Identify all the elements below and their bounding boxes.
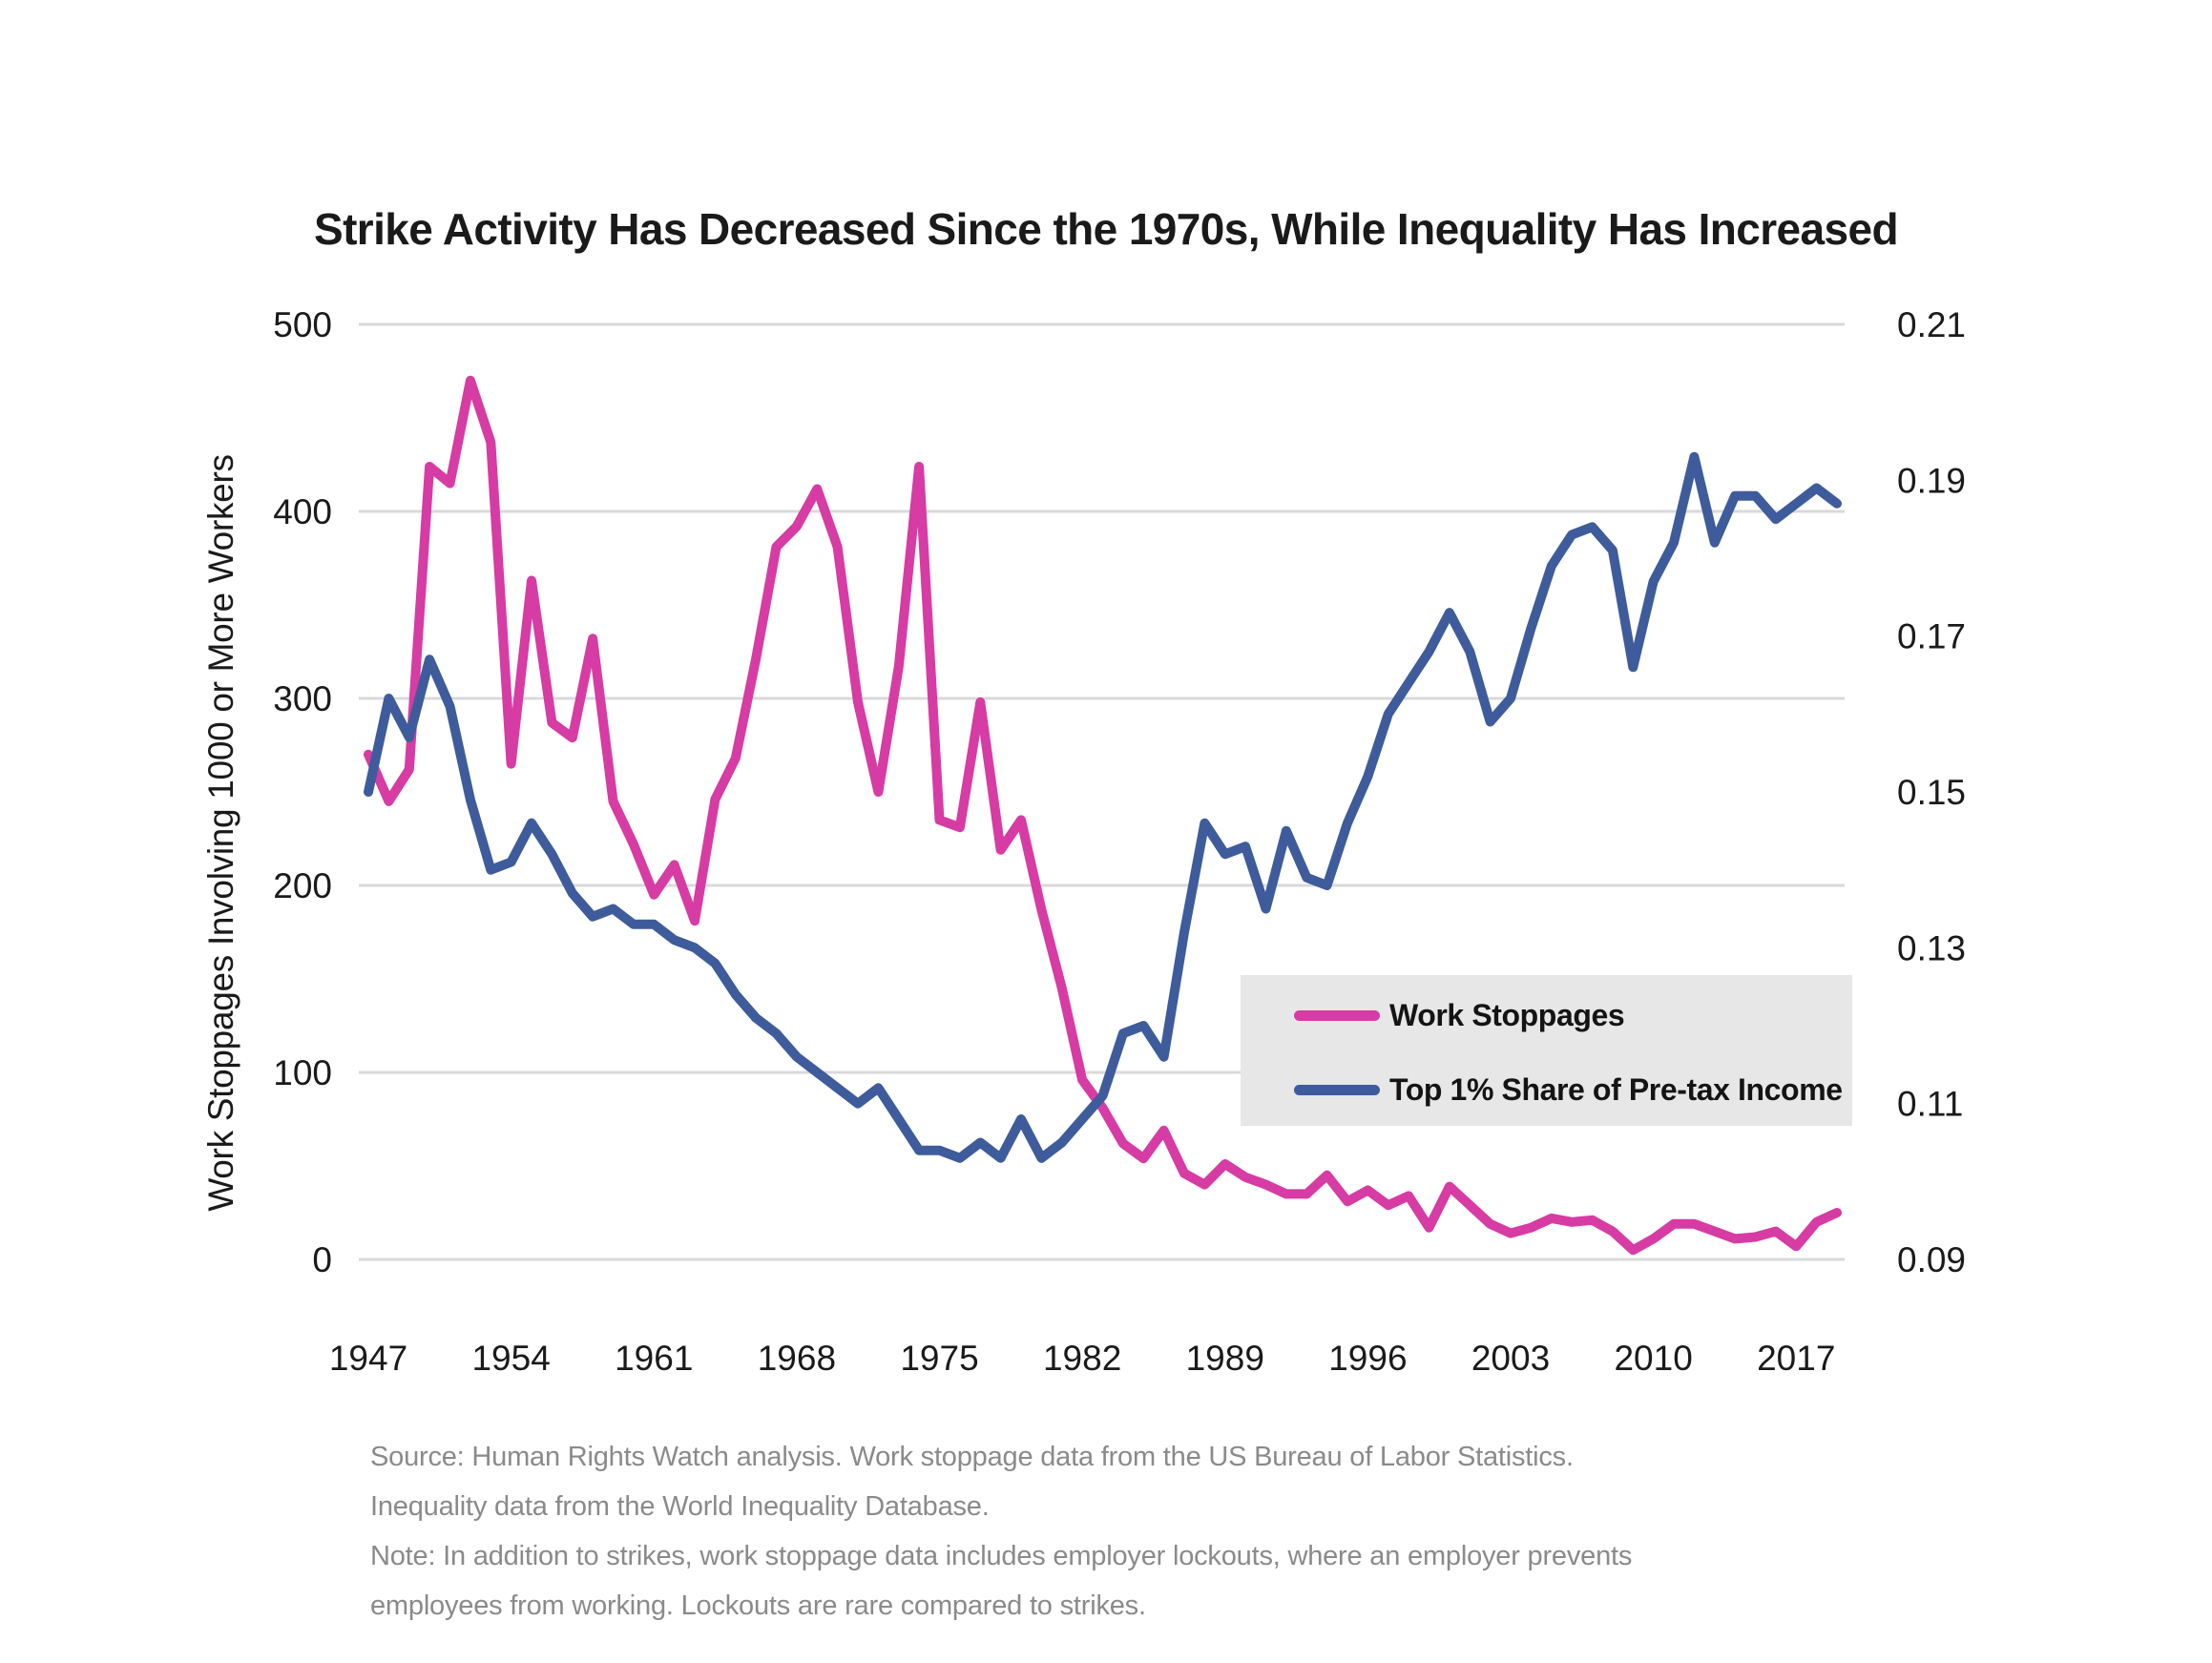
right-axis-tick: 0.21 [1897, 305, 1966, 344]
source-note: Source: Human Rights Watch analysis. Wor… [370, 1432, 1632, 1631]
source-line-1: Source: Human Rights Watch analysis. Wor… [370, 1442, 1574, 1472]
note-line-2: employees from working. Lockouts are rar… [370, 1590, 1146, 1621]
note-line-1: Note: In addition to strikes, work stopp… [370, 1541, 1633, 1571]
x-axis-tick: 1961 [615, 1339, 693, 1378]
legend-label-work-stoppages: Work Stoppages [1389, 997, 1625, 1032]
x-axis-tick: 2017 [1757, 1339, 1835, 1378]
source-line-2: Inequality data from the World Inequalit… [370, 1491, 990, 1522]
x-axis-tick: 1989 [1186, 1339, 1264, 1378]
series-line-work-stoppages [364, 375, 1842, 1256]
x-axis-tick: 1968 [758, 1339, 836, 1378]
right-axis-tick: 0.11 [1897, 1085, 1963, 1124]
right-axis-tick: 0.17 [1897, 617, 1966, 656]
x-axis-tick: 1954 [471, 1339, 550, 1378]
left-axis-tick: 500 [273, 305, 332, 344]
left-axis-tick: 300 [273, 679, 332, 718]
chart-title: Strike Activity Has Decreased Since the … [314, 204, 1899, 254]
right-axis-tick: 0.19 [1897, 461, 1966, 500]
legend-item-work-stoppages: Work Stoppages [1294, 996, 1852, 1034]
left-axis-tick: 400 [273, 492, 332, 531]
right-axis-tick: 0.09 [1897, 1240, 1966, 1279]
right-axis-tick: 0.13 [1897, 928, 1966, 967]
legend-label-top1-share: Top 1% Share of Pre-tax Income [1389, 1071, 1843, 1107]
work-stoppages-line-swatch [1294, 1009, 1380, 1021]
left-axis-tick: 100 [273, 1053, 332, 1092]
top1-share-line-swatch [1294, 1084, 1380, 1095]
x-axis-tick: 2010 [1614, 1339, 1692, 1378]
series-line-top-1-share-of-pre-tax-income [364, 451, 1842, 1163]
legend-item-top1-share: Top 1% Share of Pre-tax Income [1294, 1071, 1852, 1109]
x-axis-tick: 2003 [1471, 1339, 1550, 1378]
x-axis-tick: 1975 [900, 1339, 978, 1378]
x-axis-tick: 1947 [329, 1339, 407, 1378]
x-axis-tick: 1996 [1328, 1339, 1407, 1378]
legend: Work Stoppages Top 1% Share of Pre-tax I… [1241, 975, 1852, 1126]
left-axis-tick: 200 [273, 866, 332, 905]
left-axis-tick: 0 [312, 1240, 332, 1279]
right-axis-tick: 0.15 [1897, 773, 1966, 812]
x-axis-tick: 1982 [1043, 1339, 1121, 1378]
